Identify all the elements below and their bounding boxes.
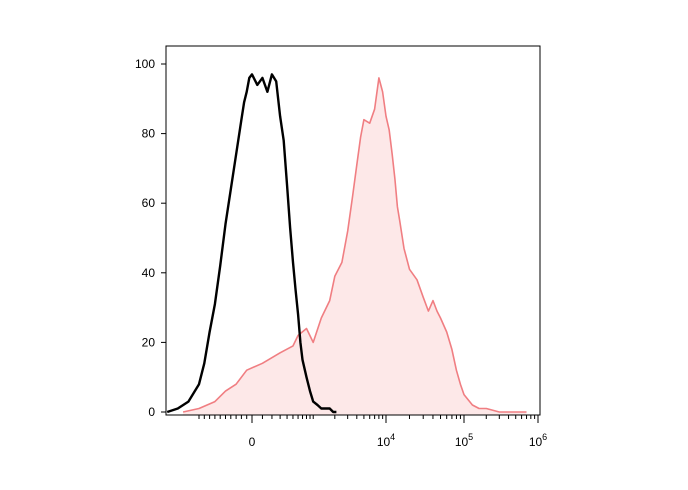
series-line-1: [182, 77, 527, 413]
y-axis: 0 20 40 60 80 100: [135, 57, 166, 419]
plot-frame: [165, 45, 541, 416]
y-tick-label: 100: [135, 57, 155, 71]
y-tick-label: 0: [148, 405, 155, 419]
y-tick-label: 80: [142, 127, 156, 141]
x-axis: 0 104 105 106: [198, 415, 547, 449]
x-tick-label: 104: [377, 432, 395, 449]
x-tick-label: 105: [455, 432, 473, 449]
x-tick-label: 0: [249, 435, 256, 449]
series-layer: [166, 73, 527, 416]
series-line-0: [166, 73, 337, 414]
y-tick-label: 40: [142, 266, 156, 280]
x-tick-label: 106: [529, 432, 547, 449]
y-tick-label: 20: [142, 335, 156, 349]
y-tick-label: 60: [142, 196, 156, 210]
series-area-fill-1: [183, 77, 527, 416]
